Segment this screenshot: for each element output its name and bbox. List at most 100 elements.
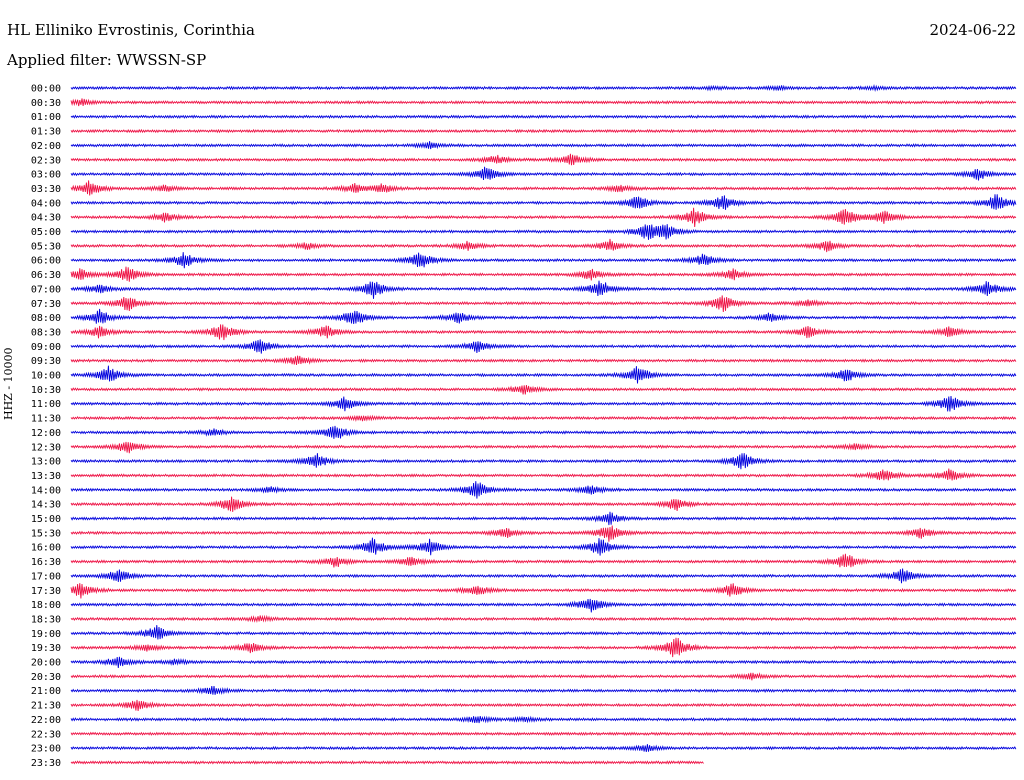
trace-line [70,553,1017,568]
row-time-label: 23:30 [31,758,61,769]
row-time-label: 02:00 [31,141,61,152]
trace-line [70,715,1017,724]
row-time-label: 06:00 [31,256,61,267]
row-time-label: 03:00 [31,170,61,181]
trace-line [70,339,1017,354]
trace-line [70,614,1017,623]
trace-line [70,568,1017,584]
row-time-label: 20:00 [31,658,61,669]
row-time-label: 23:00 [31,744,61,755]
trace-line [70,511,1017,526]
trace-line [70,238,1017,253]
row-time-label: 12:30 [31,442,61,453]
row-time-label: 16:00 [31,543,61,554]
trace-line [70,656,1017,668]
trace-line [70,453,1017,470]
row-time-label: 10:00 [31,371,61,382]
row-time-label: 16:30 [31,557,61,568]
trace-line [70,83,1017,92]
row-time-label: 19:00 [31,629,61,640]
trace-line [70,114,1017,119]
row-time-label: 22:30 [31,729,61,740]
row-time-label: 15:00 [31,514,61,525]
row-time-label: 08:00 [31,313,61,324]
row-time-label: 00:00 [31,84,61,95]
row-time-label: 13:00 [31,457,61,468]
row-time-label: 01:00 [31,112,61,123]
row-time-label: 04:30 [31,213,61,224]
row-time-label: 15:30 [31,528,61,539]
trace-line [70,395,1017,412]
row-time-label: 09:30 [31,356,61,367]
row-time-label: 18:00 [31,600,61,611]
trace-line [70,744,1017,752]
trace-line [70,355,1017,366]
trace-line [70,324,1017,341]
trace-line [70,141,1017,150]
trace-line [70,525,1017,542]
trace-line [70,496,1017,512]
trace-line [70,699,1017,711]
trace-line [70,731,1017,736]
row-time-label: 00:30 [31,98,61,109]
row-time-label: 20:30 [31,672,61,683]
trace-line [70,414,1017,422]
trace-line [70,128,1017,134]
trace-line [70,153,1017,166]
row-time-label: 01:30 [31,127,61,138]
row-time-label: 06:30 [31,270,61,281]
trace-line [70,280,1017,299]
row-time-label: 21:00 [31,686,61,697]
row-time-label: 05:30 [31,241,61,252]
row-time-label: 17:30 [31,586,61,597]
row-time-label: 14:00 [31,485,61,496]
row-time-label: 14:30 [31,500,61,511]
row-time-label: 02:30 [31,155,61,166]
trace-line [70,295,1017,313]
trace-line [70,481,1017,499]
filter-label: Applied filter: WWSSN-SP [7,51,207,69]
row-time-label: 18:30 [31,614,61,625]
trace-line [70,207,1017,228]
trace-line [70,686,1017,695]
row-time-label: 07:30 [31,299,61,310]
row-time-label: 22:00 [31,715,61,726]
row-time-label: 13:30 [31,471,61,482]
trace-line [70,224,1017,240]
trace-line [70,180,1017,196]
trace-line [70,385,1017,395]
row-time-label: 05:00 [31,227,61,238]
row-time-label: 19:30 [31,643,61,654]
row-time-label: 17:00 [31,571,61,582]
trace-line [70,672,1017,681]
date-label: 2024-06-22 [929,21,1016,39]
row-time-label: 09:00 [31,342,61,353]
trace-line [70,468,1017,481]
trace-line [70,441,1017,454]
trace-line [70,598,1017,613]
trace-line [70,537,1017,556]
trace-line [70,308,1017,324]
row-time-label: 11:00 [31,399,61,410]
trace-line [70,266,1017,282]
station-title: HL Elliniko Evrostinis, Corinthia [7,21,255,39]
row-time-label: 03:30 [31,184,61,195]
trace-line [70,166,1017,181]
trace-line [70,365,1017,384]
row-time-label: 04:00 [31,198,61,209]
trace-line [70,625,1017,640]
trace-line [70,98,1017,107]
row-time-label: 11:30 [31,414,61,425]
row-time-label: 12:00 [31,428,61,439]
row-time-label: 10:30 [31,385,61,396]
row-time-label: 21:30 [31,701,61,712]
trace-line [70,194,1017,210]
trace-line [70,637,1017,658]
trace-line [70,425,1017,439]
trace-line [70,760,704,765]
row-time-label: 07:00 [31,284,61,295]
trace-line [70,252,1017,269]
row-time-label: 08:30 [31,327,61,338]
trace-line [70,583,1017,599]
